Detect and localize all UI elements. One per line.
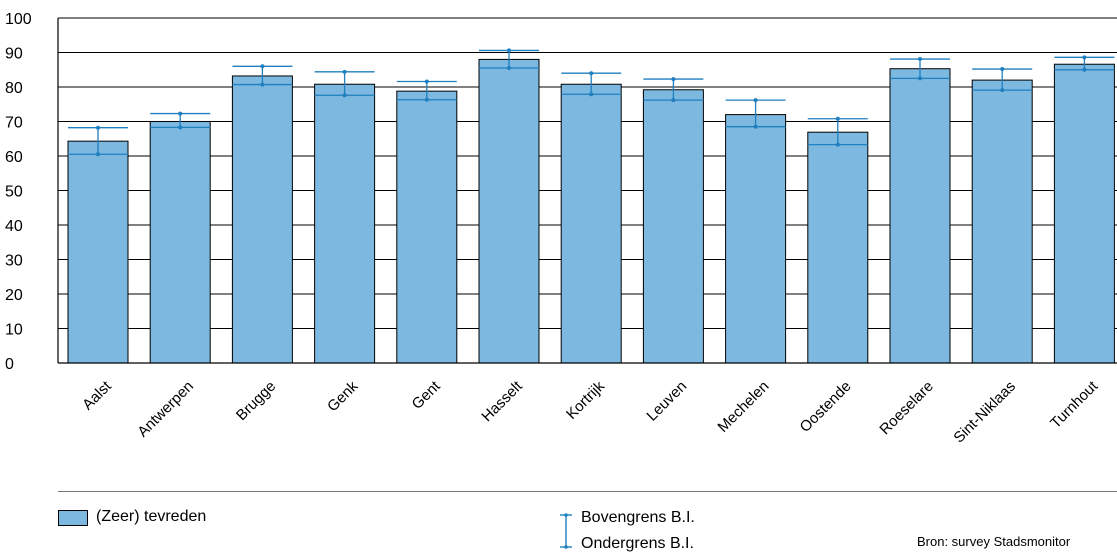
ci-marker — [479, 48, 539, 71]
x-tick-label: Hasselt — [478, 377, 526, 425]
ci-marker — [232, 64, 293, 87]
legend-upper-label: Bovengrens B.I. — [581, 509, 695, 526]
x-tick-label: Brugge — [233, 378, 279, 424]
bar-antwerpen — [149, 121, 211, 364]
y-tick-label: 90 — [5, 46, 23, 63]
bar-gent — [396, 90, 458, 364]
ci-marker — [561, 71, 622, 97]
ci-marker — [150, 111, 211, 130]
y-tick-label: 70 — [5, 115, 23, 132]
legend-lower-label: Ondergrens B.I. — [581, 535, 694, 552]
bar-leuven — [642, 89, 704, 364]
ci-marker — [1054, 55, 1115, 72]
y-tick-label: 30 — [5, 253, 23, 270]
bar-hasselt — [478, 58, 540, 364]
confidence-intervals — [68, 48, 1115, 157]
y-tick-label: 10 — [5, 322, 23, 339]
bar-turnhout — [1053, 63, 1115, 364]
source-label: Bron: survey Stadsmonitor — [917, 534, 1071, 549]
ci-marker — [643, 77, 704, 103]
legend-bar-label: (Zeer) tevreden — [96, 508, 207, 525]
legend-ci-icon — [560, 513, 572, 549]
bar-aalst — [67, 140, 129, 364]
y-tick-label: 100 — [5, 11, 32, 28]
y-tick-label: 0 — [5, 356, 14, 373]
bars — [67, 58, 1115, 364]
x-tick-label: Sint-Niklaas — [950, 378, 1019, 447]
bar-genk — [314, 83, 376, 364]
x-tick-label: Oostende — [797, 378, 855, 436]
ci-marker — [807, 116, 868, 147]
bar-sint-niklaas — [971, 79, 1033, 364]
ci-marker — [972, 67, 1033, 93]
legend-divider — [58, 491, 1117, 492]
bar-brugge — [231, 75, 293, 364]
y-tick-labels: 0 10 20 30 40 50 60 70 80 90 100 — [5, 11, 32, 373]
ci-marker — [314, 69, 375, 98]
x-tick-label: Roeselare — [876, 378, 936, 438]
bar-kortrijk — [560, 83, 622, 364]
x-tick-label: Genk — [324, 377, 362, 415]
y-tick-label: 80 — [5, 80, 23, 97]
x-tick-label: Kortrijk — [563, 377, 608, 422]
x-tick-label: Aalst — [79, 377, 115, 413]
bar-mechelen — [725, 114, 787, 364]
y-tick-label: 40 — [5, 218, 23, 235]
ci-marker — [396, 79, 457, 102]
x-tick-labels: Aalst Antwerpen Brugge Genk Gent Hasselt Kortr… — [79, 377, 1102, 446]
x-tick-label: Antwerpen — [134, 378, 197, 441]
bar-oostende — [807, 131, 869, 364]
x-tick-label: Leuven — [643, 378, 690, 425]
bar-roeselare — [889, 68, 951, 364]
ci-marker — [725, 98, 786, 129]
x-tick-label: Turnhout — [1047, 377, 1102, 432]
ci-marker — [68, 125, 128, 157]
y-tick-label: 50 — [5, 184, 23, 201]
ci-marker — [890, 57, 950, 81]
y-tick-label: 60 — [5, 149, 23, 166]
x-tick-label: Mechelen — [714, 378, 772, 436]
y-tick-label: 20 — [5, 287, 23, 304]
legend-swatch-bar — [58, 510, 88, 526]
axes — [57, 18, 1117, 364]
x-tick-label: Gent — [409, 377, 445, 413]
